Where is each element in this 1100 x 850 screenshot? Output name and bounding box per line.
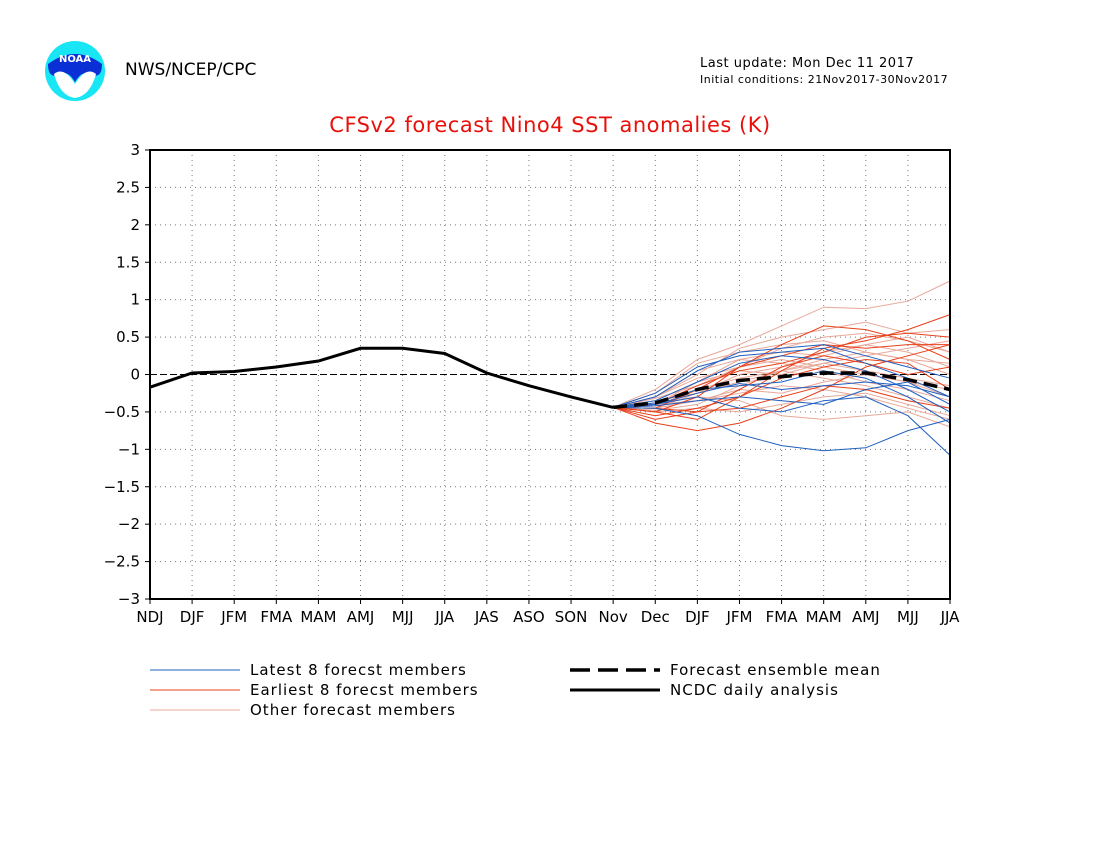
y-tick-label: −3	[118, 590, 140, 608]
x-tick-label: AMJ	[852, 608, 880, 626]
noaa-logo: NOAA	[44, 40, 106, 102]
x-tick-label: SON	[555, 608, 588, 626]
x-tick-label: FMA	[260, 608, 293, 626]
x-tick-label: JJA	[434, 608, 455, 626]
other-member-line	[613, 385, 951, 420]
latest-member-line	[613, 344, 951, 408]
agency-label: NWS/NCEP/CPC	[125, 60, 257, 80]
earliest-member-line	[613, 325, 951, 413]
y-tick-label: −2	[118, 515, 140, 533]
latest-member-line	[613, 406, 951, 452]
latest-member-line	[613, 370, 951, 424]
earliest-member-line	[613, 355, 951, 420]
legend: Latest 8 forecst members Earliest 8 forec…	[150, 661, 881, 719]
y-tick-label: 1.5	[116, 253, 140, 271]
x-tick-label: DJF	[180, 608, 205, 626]
legend-label-analysis: NCDC daily analysis	[670, 681, 839, 699]
latest-member-line	[613, 347, 951, 408]
y-tick-label: 3	[130, 141, 140, 159]
latest-member-line	[613, 355, 951, 413]
initial-conditions-text: Initial conditions: 21Nov2017-30Nov2017	[700, 73, 949, 86]
legend-label-other: Other forecast members	[250, 701, 456, 719]
latest-member-line	[613, 396, 951, 456]
x-tick-label: JJA	[940, 608, 961, 626]
forecast-members	[613, 280, 951, 456]
x-tick-label: MJJ	[392, 608, 414, 626]
y-tick-label: −0.5	[104, 403, 140, 421]
update-info: Last update: Mon Dec 11 2017 Initial con…	[700, 56, 948, 88]
x-tick-label: DJF	[685, 608, 710, 626]
earliest-member-line	[613, 344, 951, 432]
x-tick-label: ASO	[513, 608, 545, 626]
other-member-line	[613, 280, 951, 408]
y-tick-label: 1	[130, 291, 140, 309]
other-member-line	[613, 358, 951, 408]
x-tick-label: JAS	[474, 608, 499, 626]
legend-label-mean: Forecast ensemble mean	[670, 661, 881, 679]
main-series	[149, 346, 951, 410]
x-axis-ticks: NDJ DJF JFM FMA MAM AMJ MJJ JJA JAS ASO SON Nov Dec D…	[136, 599, 960, 626]
last-update-text: Last update: Mon Dec 11 2017	[700, 56, 915, 71]
y-tick-label: 2.5	[116, 178, 140, 196]
y-tick-label: −1.5	[104, 478, 140, 496]
x-tick-label: MAM	[806, 608, 842, 626]
x-tick-label: Dec	[641, 608, 670, 626]
other-member-line	[613, 321, 951, 408]
earliest-member-line	[613, 314, 951, 420]
latest-member-line	[613, 381, 951, 408]
logo-text: NOAA	[59, 54, 91, 65]
ensemble-mean-line	[613, 371, 951, 410]
x-tick-label: MAM	[300, 608, 336, 626]
x-tick-label: MJJ	[897, 608, 919, 626]
grid-lines	[150, 150, 950, 599]
earliest-member-line	[613, 385, 951, 413]
y-tick-label: 0	[130, 366, 140, 384]
y-tick-label: 2	[130, 216, 140, 234]
x-tick-label: AMJ	[347, 608, 375, 626]
analysis-line	[149, 346, 614, 409]
x-tick-label: JFM	[220, 608, 247, 626]
x-tick-label: JFM	[725, 608, 752, 626]
legend-label-latest: Latest 8 forecst members	[250, 661, 467, 679]
y-tick-label: 0.5	[116, 328, 140, 346]
x-tick-label: FMA	[766, 608, 799, 626]
legend-label-earliest: Earliest 8 forecst members	[250, 681, 479, 699]
x-tick-label: Nov	[599, 608, 628, 626]
y-tick-label: −2.5	[104, 553, 140, 571]
chart-title: CFSv2 forecast Nino4 SST anomalies (K)	[329, 113, 771, 137]
y-tick-label: −1	[118, 440, 140, 458]
x-tick-label: NDJ	[136, 608, 163, 626]
y-axis-ticks: 3 2.5 2 1.5 1 0.5 0 −0.5 −1 −1.5 −2 −2.5 −3	[104, 141, 150, 608]
